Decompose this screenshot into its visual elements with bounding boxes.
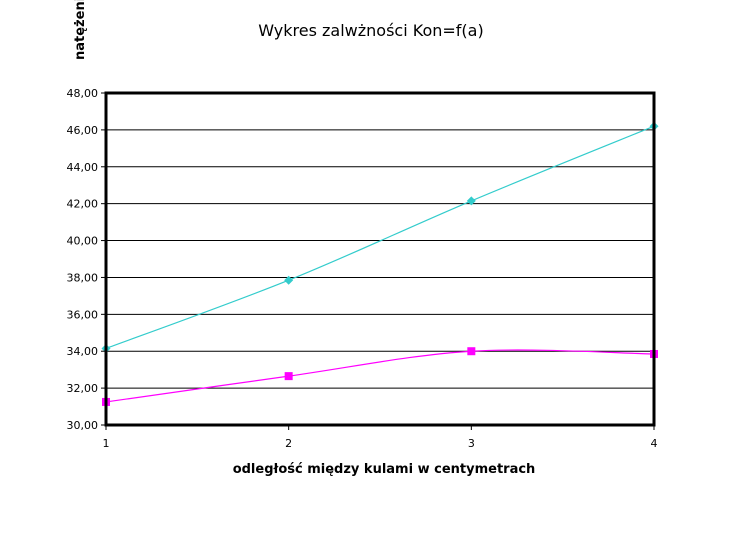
series-layer [101, 121, 659, 406]
y-tick-label: 46,00 [67, 124, 99, 137]
series-line-1 [105, 125, 655, 350]
y-axis-ticks: 30,00 32,00 34,00 36,00 38,00 40,00 42,00 44,00… [67, 87, 106, 432]
y-tick-label: 32,00 [67, 382, 99, 395]
data-point-diamond [284, 275, 294, 285]
plot-area-frame [104, 91, 656, 427]
data-point-diamond [466, 196, 476, 206]
y-tick-label: 30,00 [67, 419, 99, 432]
chart-title: Wykres zalwżności Kon=f(a) [258, 21, 483, 40]
grid-lines [106, 129, 654, 389]
x-tick-label: 2 [285, 437, 292, 450]
y-tick-label: 38,00 [67, 271, 99, 284]
y-tick-label: 44,00 [67, 161, 99, 174]
y-tick-label: 40,00 [67, 235, 99, 248]
x-tick-label: 1 [103, 437, 110, 450]
series-line-2 [105, 349, 655, 403]
data-point-square [284, 372, 293, 381]
x-tick-label: 3 [468, 437, 475, 450]
x-tick-label: 4 [651, 437, 658, 450]
x-axis-label: odległość między kulami w centymetrach [233, 462, 536, 477]
data-point-square [467, 347, 476, 356]
x-axis-ticks: 1 2 3 4 [103, 425, 658, 450]
y-tick-label: 42,00 [67, 198, 99, 211]
y-tick-label: 36,00 [67, 308, 99, 321]
y-tick-label: 48,00 [67, 87, 99, 100]
y-axis-label: natężenie kryt [73, 0, 88, 60]
y-tick-label: 34,00 [67, 345, 99, 358]
